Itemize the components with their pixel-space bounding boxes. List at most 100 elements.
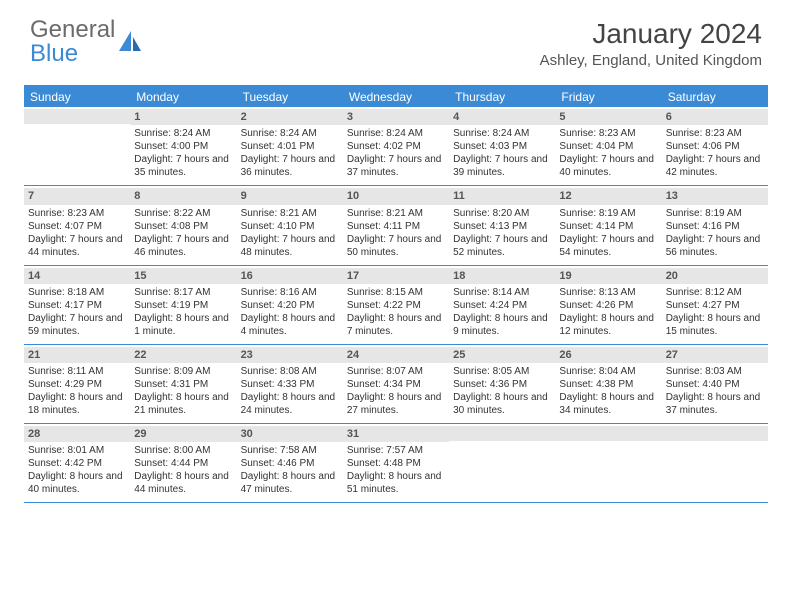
calendar-week: 21Sunrise: 8:11 AMSunset: 4:29 PMDayligh…: [24, 345, 768, 424]
logo-text-blue: Blue: [30, 40, 78, 67]
sun-info-line: Daylight: 7 hours and 42 minutes.: [666, 153, 764, 179]
sun-info-line: Daylight: 8 hours and 51 minutes.: [347, 470, 445, 496]
title-block: January 2024 Ashley, England, United Kin…: [540, 18, 762, 69]
sun-info-line: Sunrise: 8:01 AM: [28, 444, 126, 457]
calendar-cell: 23Sunrise: 8:08 AMSunset: 4:33 PMDayligh…: [237, 345, 343, 423]
sun-info-line: Sunrise: 8:11 AM: [28, 365, 126, 378]
sun-info-line: Daylight: 8 hours and 4 minutes.: [241, 312, 339, 338]
sun-info-line: Daylight: 7 hours and 48 minutes.: [241, 233, 339, 259]
month-title: January 2024: [540, 18, 762, 50]
day-number: 5: [555, 109, 661, 125]
sun-info-line: Sunset: 4:38 PM: [559, 378, 657, 391]
sun-info-line: Sunrise: 8:22 AM: [134, 207, 232, 220]
calendar-week: 28Sunrise: 8:01 AMSunset: 4:42 PMDayligh…: [24, 424, 768, 503]
sun-info-line: Sunset: 4:20 PM: [241, 299, 339, 312]
day-number: 30: [237, 426, 343, 442]
sun-info-line: Sunset: 4:19 PM: [134, 299, 232, 312]
sun-info-line: Daylight: 8 hours and 1 minute.: [134, 312, 232, 338]
day-number: 9: [237, 188, 343, 204]
sun-info-line: Sunset: 4:34 PM: [347, 378, 445, 391]
sun-info-line: Sunset: 4:02 PM: [347, 140, 445, 153]
day-of-week-label: Wednesday: [343, 87, 449, 107]
day-number: 21: [24, 347, 130, 363]
calendar-cell: [662, 424, 768, 502]
sun-info-line: Daylight: 7 hours and 46 minutes.: [134, 233, 232, 259]
calendar-cell: 6Sunrise: 8:23 AMSunset: 4:06 PMDaylight…: [662, 107, 768, 185]
sun-info-line: Daylight: 7 hours and 36 minutes.: [241, 153, 339, 179]
day-of-week-label: Thursday: [449, 87, 555, 107]
sun-info-line: Sunrise: 8:15 AM: [347, 286, 445, 299]
sun-info-line: Sunset: 4:44 PM: [134, 457, 232, 470]
sun-info-line: Sunset: 4:27 PM: [666, 299, 764, 312]
day-number: 20: [662, 268, 768, 284]
sun-info-line: Sunrise: 8:24 AM: [453, 127, 551, 140]
day-number: 31: [343, 426, 449, 442]
sun-info-line: Sunrise: 8:21 AM: [241, 207, 339, 220]
calendar-cell: 2Sunrise: 8:24 AMSunset: 4:01 PMDaylight…: [237, 107, 343, 185]
day-number: 7: [24, 188, 130, 204]
logo-sail-icon: [117, 29, 143, 55]
day-number: 1: [130, 109, 236, 125]
sun-info-line: Sunset: 4:07 PM: [28, 220, 126, 233]
day-number: 26: [555, 347, 661, 363]
sun-info-line: Daylight: 7 hours and 37 minutes.: [347, 153, 445, 179]
day-number: 22: [130, 347, 236, 363]
calendar-cell: 24Sunrise: 8:07 AMSunset: 4:34 PMDayligh…: [343, 345, 449, 423]
day-of-week-label: Friday: [555, 87, 661, 107]
calendar-cell: 16 Sunrise: 8:16 AMSunset: 4:20 PMDayligh…: [237, 266, 343, 344]
sun-info-line: Daylight: 8 hours and 24 minutes.: [241, 391, 339, 417]
sun-info-line: Sunset: 4:16 PM: [666, 220, 764, 233]
calendar-cell: [24, 107, 130, 185]
sun-info-line: Sunset: 4:01 PM: [241, 140, 339, 153]
logo-text: General Blue: [30, 18, 115, 66]
sun-info-line: Sunrise: 8:07 AM: [347, 365, 445, 378]
location: Ashley, England, United Kingdom: [540, 52, 762, 69]
day-number: 19: [555, 268, 661, 284]
sun-info-line: Sunrise: 8:05 AM: [453, 365, 551, 378]
sun-info-line: Daylight: 8 hours and 21 minutes.: [134, 391, 232, 417]
calendar-cell: 26Sunrise: 8:04 AMSunset: 4:38 PMDayligh…: [555, 345, 661, 423]
sun-info-line: Daylight: 8 hours and 12 minutes.: [559, 312, 657, 338]
day-number: 6: [662, 109, 768, 125]
calendar-week: 14Sunrise: 8:18 AMSunset: 4:17 PMDayligh…: [24, 266, 768, 345]
calendar-week: 7 Sunrise: 8:23 AMSunset: 4:07 PM Daylight…: [24, 186, 768, 265]
sun-info-line: Sunrise: 8:24 AM: [134, 127, 232, 140]
calendar-cell: 22Sunrise: 8:09 AMSunset: 4:31 PMDayligh…: [130, 345, 236, 423]
calendar-cell: 4Sunrise: 8:24 AMSunset: 4:03 PMDaylight…: [449, 107, 555, 185]
sun-info-line: Daylight: 7 hours and 40 minutes.: [559, 153, 657, 179]
sun-info-line: Sunrise: 8:23 AM: [28, 207, 126, 220]
sun-info-line: Daylight: 7 hours and 52 minutes.: [453, 233, 551, 259]
day-of-week-label: Tuesday: [237, 87, 343, 107]
sun-info-line: Sunset: 4:24 PM: [453, 299, 551, 312]
calendar-cell: 30Sunrise: 7:58 AMSunset: 4:46 PMDayligh…: [237, 424, 343, 502]
sun-info-line: Daylight: 8 hours and 30 minutes.: [453, 391, 551, 417]
sun-info-line: Sunrise: 8:04 AM: [559, 365, 657, 378]
calendar-cell: 17Sunrise: 8:15 AMSunset: 4:22 PMDayligh…: [343, 266, 449, 344]
day-number: 29: [130, 426, 236, 442]
sun-info-line: Sunset: 4:17 PM: [28, 299, 126, 312]
day-number: 16: [237, 268, 343, 284]
calendar-cell: 1Sunrise: 8:24 AMSunset: 4:00 PMDaylight…: [130, 107, 236, 185]
sun-info-line: Sunset: 4:31 PM: [134, 378, 232, 391]
calendar-cell: [449, 424, 555, 502]
day-of-week-header: SundayMondayTuesdayWednesdayThursdayFrid…: [24, 87, 768, 107]
logo-text-gray: General: [30, 16, 115, 43]
sun-info-line: Daylight: 8 hours and 15 minutes.: [666, 312, 764, 338]
sun-info-line: Sunrise: 8:00 AM: [134, 444, 232, 457]
day-number: 8: [130, 188, 236, 204]
sun-info-line: Sunrise: 7:57 AM: [347, 444, 445, 457]
sun-info-line: Sunset: 4:14 PM: [559, 220, 657, 233]
sun-info-line: Daylight: 8 hours and 37 minutes.: [666, 391, 764, 417]
calendar-cell: [555, 424, 661, 502]
sun-info-line: Sunset: 4:10 PM: [241, 220, 339, 233]
day-number: [662, 426, 768, 441]
sun-info-line: Daylight: 7 hours and 50 minutes.: [347, 233, 445, 259]
sun-info-line: Sunrise: 8:16 AM: [241, 286, 339, 299]
sun-info-line: Sunset: 4:13 PM: [453, 220, 551, 233]
day-number: [24, 109, 130, 124]
sun-info-line: Sunrise: 8:20 AM: [453, 207, 551, 220]
sun-info-line: Sunset: 4:48 PM: [347, 457, 445, 470]
sun-info-line: Sunrise: 7:58 AM: [241, 444, 339, 457]
sun-info-line: Sunrise: 8:17 AM: [134, 286, 232, 299]
sun-info-line: Sunrise: 8:23 AM: [559, 127, 657, 140]
